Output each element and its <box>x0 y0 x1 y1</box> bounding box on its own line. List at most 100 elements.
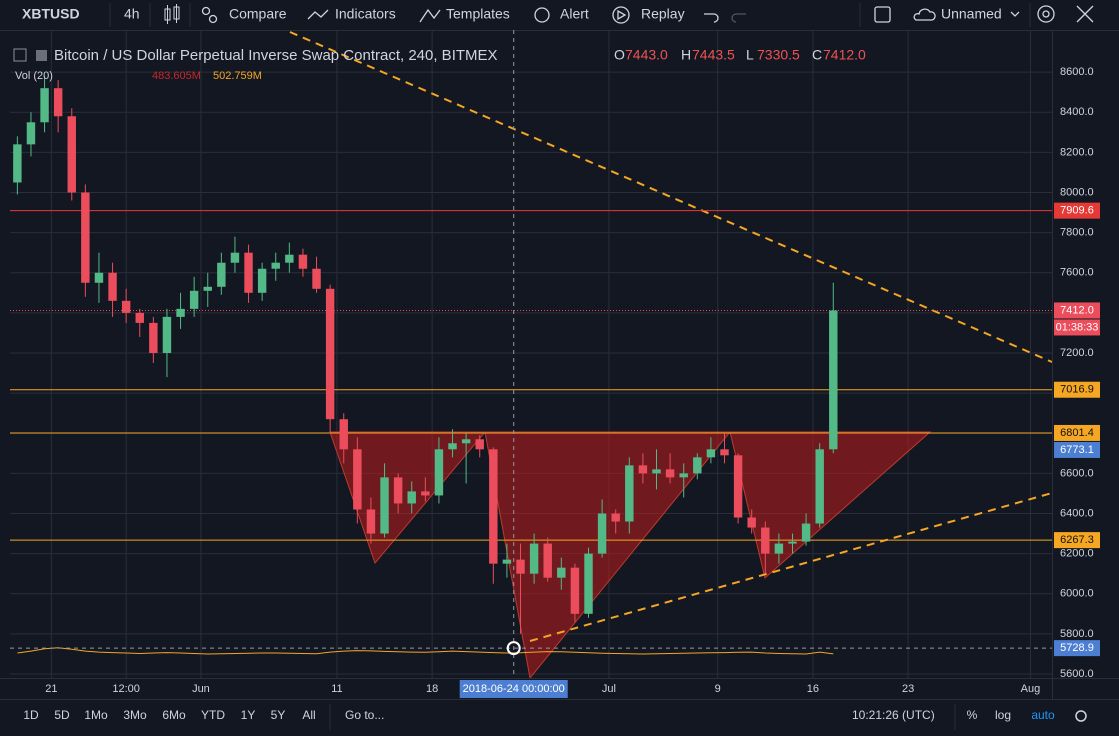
candle-body <box>244 252 253 293</box>
candle-body <box>135 312 144 323</box>
crosshair-cursor <box>506 641 521 656</box>
price-label: 6267.3 <box>1060 534 1094 546</box>
volume-ma-line <box>17 647 834 655</box>
candle-body <box>67 116 76 193</box>
bottom-bar: 1D 5D 1Mo 3Mo 6Mo YTD 1Y 5Y All Go to... 10:21:26 … <box>23 708 1055 722</box>
scale-option[interactable]: auto <box>1031 708 1055 722</box>
pattern-drawings <box>289 31 1053 680</box>
redo-icon <box>731 13 746 23</box>
range-button[interactable]: 5D <box>54 708 70 722</box>
y-tick-label: 6400.0 <box>1060 507 1094 519</box>
candle-body <box>230 252 240 263</box>
price-label: 6773.1 <box>1060 444 1094 456</box>
crosshair-time-box <box>459 680 568 698</box>
candle-body <box>529 543 539 574</box>
candle-body <box>570 567 580 614</box>
toolbar-item[interactable]: Indicators <box>335 6 396 22</box>
candle-body <box>611 513 620 522</box>
candle-body <box>489 449 498 564</box>
settings-icon[interactable] <box>1037 5 1055 23</box>
candle-body <box>407 491 416 504</box>
legend: O 7443.0 H 7443.5 L 7330.5 C 7412.0 <box>614 47 866 63</box>
candle-body <box>502 559 512 564</box>
interval[interactable]: 4h <box>124 6 140 22</box>
ohlc-value: 7412.0 <box>823 47 866 63</box>
candle-body <box>638 465 648 474</box>
candle-body <box>652 469 661 474</box>
candle-body <box>53 88 63 117</box>
candle-body <box>257 268 267 293</box>
toolbar-item[interactable]: Templates <box>446 6 510 22</box>
candle-body <box>665 469 675 478</box>
ohlc-key: C <box>812 47 822 63</box>
range-button[interactable]: 1Y <box>241 708 256 722</box>
x-tick-label: 12:00 <box>112 683 140 695</box>
fullscreen-icon[interactable] <box>1076 5 1094 23</box>
x-tick-label: Jun <box>192 683 210 695</box>
candle-body <box>271 262 280 269</box>
candle-body <box>149 322 158 353</box>
countdown-box <box>1054 319 1100 336</box>
range-button[interactable]: 1Mo <box>84 708 108 722</box>
y-tick-label: 6000.0 <box>1060 588 1094 600</box>
clock: 10:21:26 (UTC) <box>852 708 935 722</box>
y-tick-label: 7200.0 <box>1060 347 1094 359</box>
volume-value: 483.605M <box>152 70 201 82</box>
candle-body <box>81 192 90 283</box>
top-toolbar <box>0 0 1119 30</box>
candle-body <box>543 543 552 578</box>
x-tick-label: 18 <box>426 683 438 695</box>
toolbar-item[interactable]: Replay <box>641 6 685 22</box>
layout-icon <box>874 6 891 23</box>
candle-body <box>298 254 308 269</box>
range-button[interactable]: All <box>302 708 315 722</box>
range-button[interactable]: 3Mo <box>123 708 147 722</box>
symbol[interactable]: XBTUSD <box>22 6 80 22</box>
layout-name[interactable]: Unnamed <box>941 6 1002 22</box>
alert-icon <box>534 7 550 23</box>
candle-body <box>108 272 117 301</box>
candle-body <box>625 465 634 522</box>
y-tick-label: 7800.0 <box>1060 227 1094 239</box>
candle-body <box>815 449 824 524</box>
range-button[interactable]: 1D <box>23 708 39 722</box>
ohlc-key: H <box>681 47 691 63</box>
toolbar-item[interactable]: Alert <box>560 6 589 22</box>
candle-body <box>339 419 348 450</box>
ohlc-key: L <box>746 47 754 63</box>
collapse-icon[interactable] <box>13 48 27 62</box>
scale-option[interactable]: % <box>967 708 978 722</box>
candle-body <box>366 509 376 534</box>
candle-body <box>13 144 22 183</box>
range-button[interactable]: 5Y <box>271 708 286 722</box>
candle-body <box>121 300 131 313</box>
resistance-trendline <box>289 31 1053 363</box>
candle-body <box>285 254 294 263</box>
indicators-icon <box>307 9 329 20</box>
goto-button[interactable]: Go to... <box>345 708 384 722</box>
candle-body <box>801 523 811 542</box>
candle-body <box>829 310 838 450</box>
candle-body <box>94 272 104 283</box>
candle-body <box>475 439 484 450</box>
candle-body <box>162 316 172 353</box>
candle-body <box>461 439 471 444</box>
x-tick-label: 16 <box>807 683 819 695</box>
price-label: 7412.0 <box>1060 304 1094 316</box>
y-tick-label: 8200.0 <box>1060 146 1094 158</box>
range-button[interactable]: YTD <box>201 708 225 722</box>
price-label-box <box>1054 381 1100 398</box>
volume-name: Vol (20) <box>15 70 53 82</box>
settings-icon[interactable] <box>1075 710 1087 722</box>
range-button[interactable]: 6Mo <box>162 708 186 722</box>
ohlc-value: 7443.0 <box>625 47 668 63</box>
candle-body <box>448 443 457 450</box>
toolbar-item[interactable]: Compare <box>229 6 287 22</box>
scale-option[interactable]: log <box>995 708 1011 722</box>
chart-type-icon[interactable] <box>164 4 180 24</box>
candle-body <box>733 455 743 518</box>
x-tick-label: 23 <box>902 683 914 695</box>
compare-icon <box>201 6 211 16</box>
symbol-icon <box>36 50 47 61</box>
